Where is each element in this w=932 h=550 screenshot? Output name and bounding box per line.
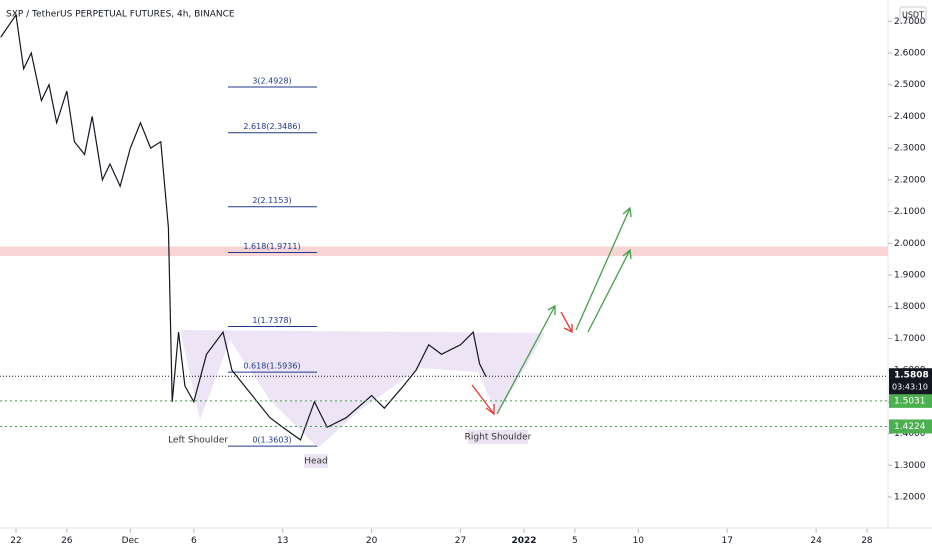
y-tick-label: 1.4000 [894,429,926,439]
x-tick-label: 22 [10,536,21,546]
annotation: Head [304,457,328,467]
x-tick-label: 6 [191,536,197,546]
y-tick-label: 1.8000 [894,302,926,312]
arrow [587,249,631,333]
y-tick-label: 1.3000 [894,461,926,471]
x-tick-label: 20 [366,536,378,546]
x-tick-label: 10 [633,536,645,546]
y-tick-label: 2.2000 [894,175,926,185]
current-price-label: 1.5808 [894,371,929,381]
arrow [560,311,573,333]
price-badge-label: 1.4224 [894,422,926,432]
x-tick-label: Dec [122,536,139,546]
fib-label: 0.618(1.5936) [243,362,300,371]
current-price-badge [889,368,932,395]
fib-label: 1(1.7378) [252,316,291,325]
currency-label: USDT [902,11,924,20]
x-tick-label: 17 [721,536,732,546]
x-tick-label: 5 [572,536,578,546]
arrowhead [622,206,632,218]
annotation-box [468,430,528,444]
y-tick-label: 2.1000 [894,207,926,217]
arrowhead [547,304,556,315]
price-badge [889,393,932,408]
currency-button[interactable] [899,6,927,24]
annotation: Right Shoulder [465,433,532,443]
y-tick-label: 1.7000 [894,334,926,344]
arrows [471,206,632,416]
arrowhead [485,404,495,416]
pattern-shading [180,330,545,448]
countdown: 03:43:10 [892,383,928,392]
y-tick-label: 2.3000 [894,144,926,154]
y-tick-label: 2.0000 [894,239,926,249]
chart-title: SXP / TetherUS PERPETUAL FUTURES, 4h, BI… [6,10,235,20]
arrow [496,305,556,415]
x-tick-label: 13 [277,536,288,546]
y-tick-label: 2.5000 [894,80,926,90]
x-tick-label: 2022 [511,536,536,546]
fib-label: 2(2.1153) [252,196,291,205]
price-badge-label: 1.5031 [894,396,926,406]
arrow [471,384,495,415]
fib-label: 0(1.3603) [252,436,291,445]
fib-label: 1.618(1.9711) [243,242,300,251]
x-tick-label: 27 [455,536,466,546]
x-tick-label: 28 [861,536,873,546]
resistance-zone [0,246,888,256]
arrowhead [563,324,573,334]
annotation-box [304,454,328,468]
x-tick-label: 24 [810,536,822,546]
annotation: Left Shoulder [168,436,228,446]
y-tick-label: 2.7000 [894,17,926,27]
fib-label: 2.618(2.3486) [243,122,300,131]
y-tick-label: 2.4000 [894,112,926,122]
price-badge [889,419,932,434]
y-tick-label: 1.2000 [894,492,926,502]
x-tick-label: 26 [61,536,73,546]
arrow [575,207,631,331]
y-tick-label: 1.9000 [894,270,926,280]
y-tick-label: 2.6000 [894,49,926,59]
fib-label: 3(2.4928) [252,76,291,85]
arrowhead [622,248,632,260]
price-line [0,13,487,441]
